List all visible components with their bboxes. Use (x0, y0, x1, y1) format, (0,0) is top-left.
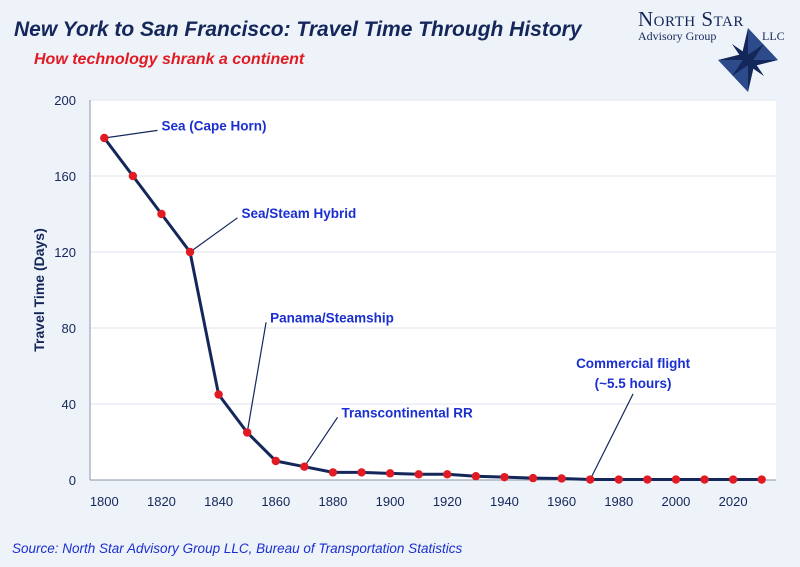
x-tick-label: 1960 (547, 494, 576, 509)
data-point (586, 475, 595, 484)
y-tick-label: 200 (54, 93, 76, 108)
data-point (271, 456, 280, 466)
data-point (443, 470, 452, 479)
data-point (214, 390, 223, 399)
logo-line-3: LLC (762, 29, 785, 43)
data-point (157, 209, 166, 219)
logo-line-2: Advisory Group (638, 29, 716, 43)
data-point (243, 428, 252, 437)
series-line (103, 137, 762, 481)
data-point (185, 247, 195, 257)
data-point (700, 475, 709, 484)
x-tick-label: 1860 (261, 494, 290, 509)
x-tick-label: 1900 (376, 494, 405, 509)
x-tick-label: 1820 (147, 494, 176, 509)
y-tick-label: 40 (62, 397, 76, 412)
data-point (728, 475, 738, 484)
page-title: New York to San Francisco: Travel Time T… (14, 18, 582, 41)
data-point (671, 475, 681, 484)
x-tick-label: 1920 (433, 494, 462, 509)
data-point (471, 472, 481, 481)
data-point (528, 473, 538, 483)
source-note: Source: North Star Advisory Group LLC, B… (12, 541, 463, 556)
plot-area (90, 100, 776, 480)
y-axis-label: Travel Time (Days) (31, 228, 47, 351)
annotation-label: Commercial flight (576, 356, 691, 371)
x-tick-label: 1940 (490, 494, 519, 509)
data-point (328, 468, 338, 477)
compass-star-icon (718, 28, 778, 92)
annotation-label: Transcontinental RR (342, 405, 474, 420)
annotation-label: Sea/Steam Hybrid (241, 206, 356, 221)
x-tick-label: 1840 (204, 494, 233, 509)
data-point (300, 462, 309, 471)
annotation-label: (~5.5 hours) (595, 376, 672, 391)
data-point (100, 133, 109, 143)
data-point (500, 472, 509, 482)
x-tick-label: 1980 (604, 494, 633, 509)
annotation-leader (189, 217, 238, 253)
annotation-leader (303, 416, 339, 468)
data-point (757, 475, 766, 484)
y-tick-label: 120 (54, 245, 76, 260)
company-logo: North Star Advisory Group LLC (638, 7, 785, 92)
y-tick-label: 80 (62, 321, 76, 336)
data-point (385, 469, 395, 478)
x-tick-label: 2000 (661, 494, 690, 509)
y-tick-label: 160 (54, 169, 76, 184)
data-point (357, 468, 366, 477)
annotation-label: Sea (Cape Horn) (161, 118, 266, 133)
data-point (614, 475, 623, 484)
logo-line-1: North Star (638, 7, 744, 31)
x-tick-label: 1880 (318, 494, 347, 509)
x-tick-label: 2020 (719, 494, 748, 509)
data-point (643, 475, 652, 484)
data-point (414, 470, 423, 479)
annotation-label: Panama/Steamship (270, 310, 394, 325)
page-subtitle: How technology shrank a continent (34, 51, 305, 68)
data-point (557, 474, 566, 483)
x-tick-label: 1800 (90, 494, 119, 509)
annotation-leader (589, 393, 634, 480)
annotation-leader (246, 322, 267, 433)
y-tick-label: 0 (69, 473, 76, 488)
data-point (128, 171, 138, 181)
annotation-leader (104, 129, 158, 139)
